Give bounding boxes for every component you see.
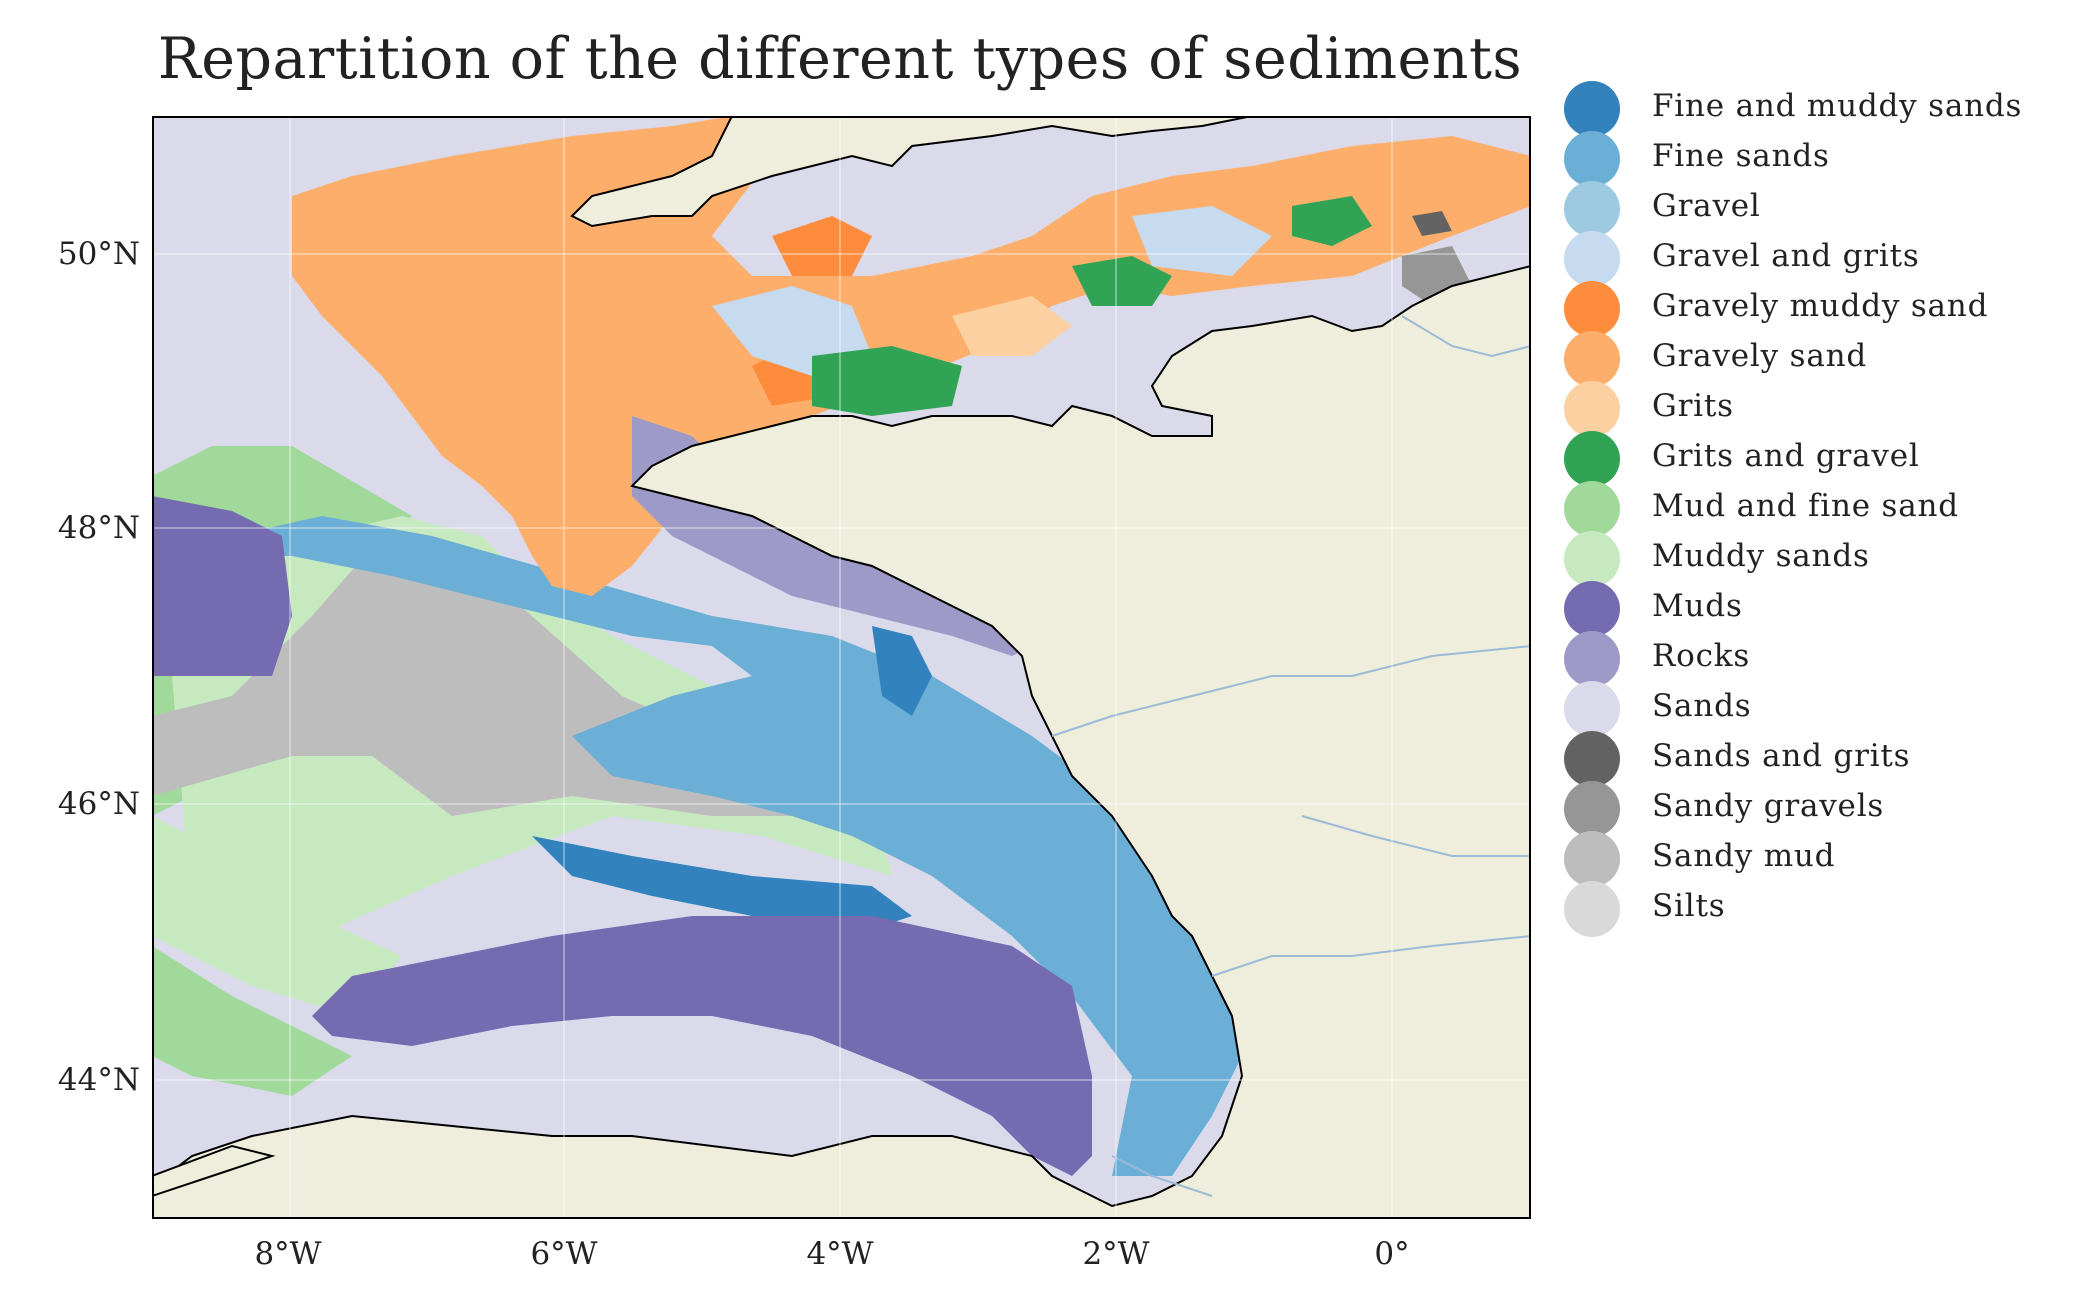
- legend-item: Grits and gravel: [1562, 428, 2082, 487]
- legend-item: Gravely muddy sand: [1562, 278, 2082, 337]
- grits-and-gravel-channel-3: [1292, 196, 1372, 246]
- lon-label-0: 0°: [1374, 1236, 1410, 1272]
- lon-label-8w: 8°W: [254, 1236, 322, 1272]
- legend-label: Rocks: [1652, 638, 1751, 674]
- muds-west: [152, 496, 292, 676]
- legend-swatch-icon: [1564, 681, 1620, 737]
- legend-swatch-icon: [1564, 281, 1620, 337]
- legend-label: Gravely muddy sand: [1652, 288, 1989, 324]
- lon-label-6w: 6°W: [530, 1236, 598, 1272]
- legend-label: Grits and gravel: [1652, 438, 1920, 474]
- fine-sands-band: [232, 516, 1262, 1176]
- muds-biscay: [312, 916, 1092, 1176]
- legend-label: Gravel: [1652, 188, 1761, 224]
- sands-and-grits-patch: [1412, 211, 1452, 236]
- grits-and-gravel-channel: [812, 346, 962, 416]
- grits-and-gravel-channel-2: [1072, 256, 1172, 306]
- legend-swatch-icon: [1564, 181, 1620, 237]
- legend-label: Silts: [1652, 888, 1726, 924]
- legend-label: Gravely sand: [1652, 338, 1868, 374]
- legend-item: Muds: [1562, 578, 2082, 637]
- legend-item: Rocks: [1562, 628, 2082, 687]
- legend-swatch-icon: [1564, 331, 1620, 387]
- legend-label: Sandy mud: [1652, 838, 1836, 874]
- land-britain: [570, 116, 1253, 228]
- legend-item: Fine and muddy sands: [1562, 78, 2082, 137]
- legend-swatch-icon: [1564, 131, 1620, 187]
- legend-swatch-icon: [1564, 781, 1620, 837]
- land-france: [152, 264, 1531, 1219]
- legend-item: Silts: [1562, 878, 2082, 937]
- legend-swatch-icon: [1564, 731, 1620, 787]
- legend-label: Fine sands: [1652, 138, 1830, 174]
- legend-item: Gravel and grits: [1562, 228, 2082, 287]
- legend-item: Sands: [1562, 678, 2082, 737]
- legend-item: Gravely sand: [1562, 328, 2082, 387]
- gravely-muddy-sand-patch: [772, 216, 872, 276]
- legend-item: Muddy sands: [1562, 528, 2082, 587]
- river-seine: [1401, 315, 1531, 358]
- river-adour: [1111, 1155, 1213, 1197]
- sediment-map: [152, 116, 1531, 1219]
- lat-label-48n: 48°N: [57, 510, 140, 546]
- lat-label-46n: 46°N: [57, 786, 140, 822]
- legend-swatch-icon: [1564, 881, 1620, 937]
- legend-label: Sands and grits: [1652, 738, 1911, 774]
- legend-swatch-icon: [1564, 81, 1620, 137]
- map-title: Repartition of the different types of se…: [157, 26, 1523, 92]
- fine-and-muddy-sands-patch: [532, 836, 912, 936]
- legend-item: Sandy gravels: [1562, 778, 2082, 837]
- legend-label: Mud and fine sand: [1652, 488, 1959, 524]
- mud-fine-sand-southwest: [152, 946, 352, 1096]
- legend-label: Grits: [1652, 388, 1734, 424]
- legend-item: Sandy mud: [1562, 828, 2082, 887]
- muddy-sands-southwest: [152, 816, 402, 1016]
- legend-label: Fine and muddy sands: [1652, 88, 2023, 124]
- legend-swatch-icon: [1564, 481, 1620, 537]
- legend-label: Sandy gravels: [1652, 788, 1885, 824]
- legend-label: Sands: [1652, 688, 1752, 724]
- map-frame: [152, 116, 1531, 1219]
- legend-swatch-icon: [1564, 531, 1620, 587]
- legend-swatch-icon: [1564, 431, 1620, 487]
- legend-label: Muddy sands: [1652, 538, 1870, 574]
- land-southwest-spain: [152, 1144, 276, 1198]
- legend-label: Muds: [1652, 588, 1743, 624]
- legend: Fine and muddy sands Fine sands Gravel G…: [1562, 78, 2082, 937]
- legend-item: Grits: [1562, 378, 2082, 437]
- legend-swatch-icon: [1564, 231, 1620, 287]
- lat-label-50n: 50°N: [57, 236, 140, 272]
- legend-swatch-icon: [1564, 831, 1620, 887]
- grits-patch: [952, 296, 1072, 356]
- gravel-and-grits-channel-2: [1132, 206, 1272, 276]
- river-dordogne: [1301, 815, 1531, 857]
- gravely-sand-western-channel: [442, 196, 552, 286]
- legend-item: Sands and grits: [1562, 728, 2082, 787]
- lon-label-2w: 2°W: [1082, 1236, 1150, 1272]
- legend-item: Mud and fine sand: [1562, 478, 2082, 537]
- legend-item: Fine sands: [1562, 128, 2082, 187]
- lon-label-4w: 4°W: [806, 1236, 874, 1272]
- legend-item: Gravel: [1562, 178, 2082, 237]
- river-garonne: [1211, 935, 1531, 977]
- legend-label: Gravel and grits: [1652, 238, 1920, 274]
- legend-swatch-icon: [1564, 581, 1620, 637]
- legend-swatch-icon: [1564, 381, 1620, 437]
- fine-and-muddy-sands-patch-2: [872, 626, 932, 716]
- legend-swatch-icon: [1564, 631, 1620, 687]
- lat-label-44n: 44°N: [57, 1062, 140, 1098]
- river-loire: [1051, 645, 1531, 737]
- map-gridlines: [152, 116, 1531, 1219]
